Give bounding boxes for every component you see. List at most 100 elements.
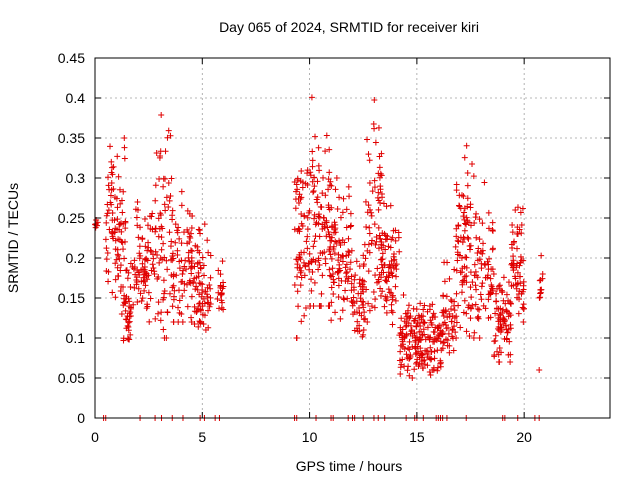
data-point	[165, 179, 172, 186]
data-point	[454, 249, 461, 256]
data-point-glyph	[398, 315, 405, 322]
data-point	[292, 205, 299, 212]
data-point	[147, 295, 154, 302]
data-point-glyph	[377, 235, 384, 242]
data-point-glyph	[164, 266, 171, 273]
data-point-glyph	[426, 369, 433, 376]
data-point-glyph	[496, 285, 503, 292]
data-point-glyph	[201, 272, 208, 279]
data-point-glyph	[105, 174, 112, 181]
data-point-glyph	[403, 351, 410, 358]
data-point	[396, 248, 403, 255]
data-point-glyph	[197, 280, 204, 287]
data-point-glyph	[462, 254, 469, 261]
data-point	[105, 174, 112, 181]
data-point-glyph	[311, 183, 318, 190]
data-point-glyph	[161, 201, 168, 208]
data-point-glyph	[363, 286, 370, 293]
data-point-glyph	[131, 284, 138, 291]
data-point	[160, 296, 167, 303]
data-point	[291, 178, 298, 185]
data-point-glyph	[296, 191, 303, 198]
data-point-glyph	[514, 260, 521, 267]
data-point-glyph	[309, 148, 316, 155]
data-point-glyph	[514, 269, 521, 276]
data-point	[207, 274, 214, 281]
data-point	[434, 364, 441, 371]
data-point-glyph	[175, 319, 182, 325]
data-point-glyph	[487, 275, 494, 282]
data-point	[453, 233, 460, 240]
data-point-glyph	[519, 205, 526, 212]
data-point-glyph	[121, 155, 128, 162]
data-point	[340, 253, 347, 260]
data-point	[337, 241, 344, 248]
data-point-glyph	[160, 240, 167, 247]
data-point-glyph	[148, 267, 155, 274]
data-point-glyph	[217, 291, 224, 298]
data-point	[215, 267, 222, 274]
data-point-glyph	[122, 219, 129, 226]
data-point	[108, 180, 115, 187]
data-point-glyph	[127, 260, 134, 267]
data-point-glyph	[444, 314, 451, 321]
data-point-glyph	[205, 249, 212, 256]
data-point-glyph	[463, 142, 470, 149]
data-point	[441, 259, 448, 266]
data-point	[496, 345, 503, 352]
data-point	[326, 146, 333, 153]
data-point-glyph	[332, 238, 339, 245]
data-point	[443, 293, 450, 300]
data-point	[451, 298, 458, 305]
data-point	[199, 311, 206, 318]
data-point	[328, 317, 335, 324]
data-point-glyph	[430, 310, 437, 317]
data-point-glyph	[156, 259, 163, 266]
data-point	[126, 313, 133, 320]
data-point-glyph	[479, 220, 486, 227]
data-point	[378, 172, 385, 179]
data-point-glyph	[478, 296, 485, 303]
data-point	[206, 281, 213, 288]
data-point-glyph	[135, 234, 142, 241]
data-point-glyph	[432, 324, 439, 331]
data-point-glyph	[304, 245, 311, 252]
data-point	[203, 291, 210, 298]
data-point-glyph	[328, 299, 335, 306]
data-point	[326, 303, 333, 309]
data-point	[207, 252, 214, 259]
data-point	[536, 367, 543, 373]
data-point-glyph	[476, 335, 483, 341]
data-point-glyph	[194, 308, 201, 315]
data-point-glyph	[322, 148, 329, 155]
data-point-glyph	[443, 293, 450, 300]
data-point-glyph	[151, 268, 158, 275]
data-point-glyph	[157, 211, 164, 218]
data-point	[375, 245, 382, 252]
y-tick-label: 0	[77, 410, 85, 426]
data-point	[320, 214, 327, 221]
data-point-glyph	[453, 187, 460, 194]
data-point	[120, 246, 127, 253]
data-point-glyph	[108, 229, 115, 236]
data-point-glyph	[309, 178, 316, 185]
data-point-glyph	[474, 257, 481, 264]
data-point-glyph	[347, 259, 354, 266]
data-point-glyph	[360, 316, 367, 323]
data-point-glyph	[485, 209, 492, 216]
data-point-glyph	[337, 241, 344, 248]
data-point	[366, 206, 373, 213]
data-point-glyph	[165, 179, 172, 186]
data-point	[381, 262, 388, 269]
data-point	[392, 283, 399, 290]
data-point	[309, 163, 316, 170]
data-point-glyph	[110, 186, 117, 193]
data-point	[159, 225, 166, 232]
data-point-glyph	[107, 192, 114, 199]
data-point-glyph	[464, 203, 471, 210]
data-point	[372, 296, 379, 303]
data-point	[381, 230, 388, 237]
data-point-glyph	[465, 235, 472, 242]
data-point	[189, 248, 196, 255]
data-point	[122, 300, 129, 307]
